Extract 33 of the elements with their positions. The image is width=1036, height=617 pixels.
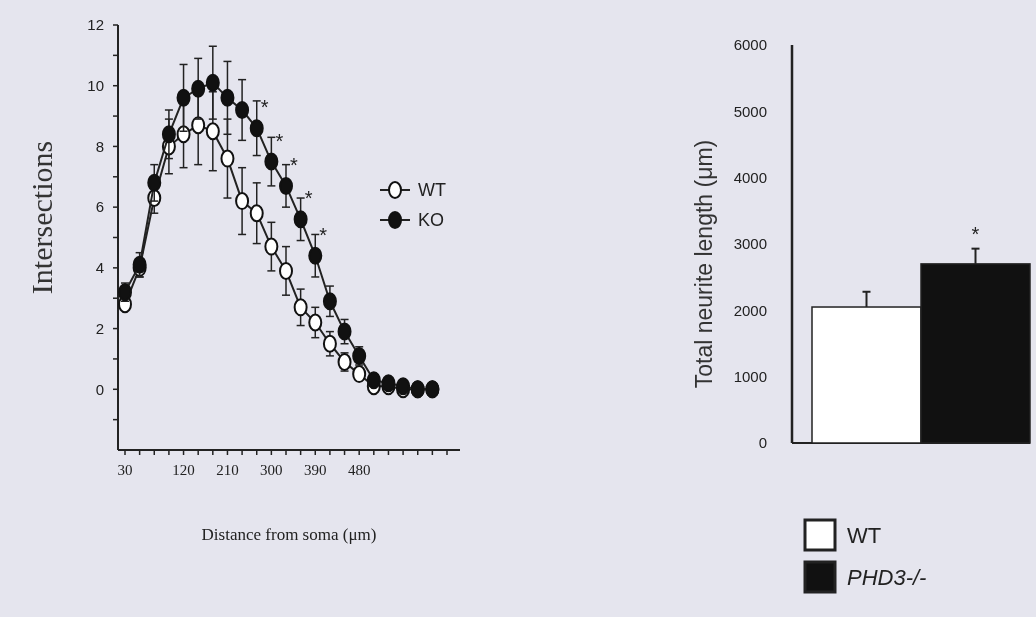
legend-label: WT [847, 522, 882, 548]
y-tick-label: 12 [87, 16, 104, 34]
y-tick-label: 6 [95, 198, 104, 216]
y-tick-label: 2000 [733, 301, 767, 319]
y-tick-label: 1000 [733, 367, 767, 385]
y-axis-title: Intersections [25, 140, 58, 295]
x-tick-label: 30 [117, 462, 133, 478]
y-tick-label: 2 [95, 319, 104, 337]
x-tick-label: 390 [304, 462, 327, 478]
x-tick-label: 480 [347, 462, 371, 478]
x-tick-label: 120 [172, 462, 195, 478]
y-tick-label: 10 [87, 76, 104, 94]
annotation: * [290, 153, 299, 176]
y-tick-label: 6000 [733, 36, 767, 54]
annotation: * [260, 96, 269, 119]
y-tick-label: 4 [95, 259, 104, 277]
annotation: * [275, 129, 284, 152]
y-tick-label: 0 [95, 380, 104, 398]
legend-label: PHD3-/- [847, 564, 927, 590]
annotation: * [319, 223, 328, 246]
y-tick-label: 5000 [733, 102, 767, 120]
y-tick-label: 8 [95, 137, 104, 155]
annotation: * [971, 222, 980, 245]
y-tick-label: 4000 [733, 168, 767, 186]
y-axis-title: Total neurite length (μm) [691, 139, 717, 389]
x-tick-label: 210 [216, 462, 239, 478]
legend-label: WT [418, 180, 446, 201]
x-tick-label: 300 [260, 462, 283, 478]
legend-label: KO [418, 210, 445, 231]
y-tick-label: 3000 [733, 235, 767, 253]
x-axis-title: Distance from soma (μm) [201, 525, 377, 544]
y-tick-label: 0 [758, 434, 767, 452]
annotation: * [304, 187, 313, 210]
